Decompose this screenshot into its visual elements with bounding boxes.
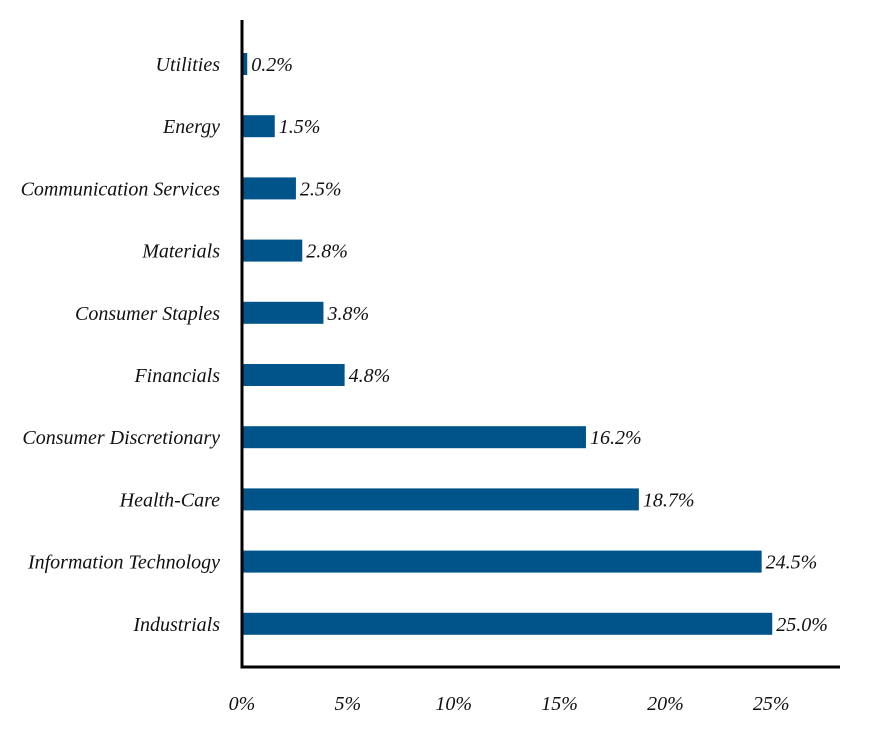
value-label-financials: 4.8% bbox=[349, 365, 391, 387]
category-label-materials: Materials bbox=[141, 241, 220, 263]
x-tick-labels-group: 0% 5% 10% 15% 20% 25% bbox=[229, 693, 790, 715]
bar-energy bbox=[243, 115, 275, 138]
value-label-industrials: 25.0% bbox=[776, 614, 828, 636]
bars-group bbox=[243, 53, 773, 635]
value-label-consumer-staples: 3.8% bbox=[326, 303, 369, 325]
bar-information-technology bbox=[243, 550, 762, 573]
category-label-communication-services: Communication Services bbox=[21, 178, 221, 200]
category-label-information-technology: Information Technology bbox=[27, 552, 220, 574]
x-tick-label: 20% bbox=[647, 693, 684, 715]
category-label-health-care: Health-Care bbox=[119, 489, 220, 511]
value-label-health-care: 18.7% bbox=[643, 489, 695, 511]
category-label-energy: Energy bbox=[162, 116, 220, 138]
value-label-consumer-discretionary: 16.2% bbox=[590, 427, 642, 449]
value-labels-group: 0.2% 1.5% 2.5% 2.8% 3.8% 4.8% 16.2% 18.7% 24.5% 2… bbox=[251, 54, 828, 636]
category-label-consumer-staples: Consumer Staples bbox=[75, 303, 220, 325]
x-tick-label: 0% bbox=[229, 693, 256, 715]
bar-consumer-discretionary bbox=[243, 426, 586, 449]
bar-communication-services bbox=[243, 177, 296, 200]
bar-health-care bbox=[243, 488, 639, 511]
value-label-utilities: 0.2% bbox=[251, 54, 293, 76]
value-label-communication-services: 2.5% bbox=[300, 178, 342, 200]
bar-materials bbox=[243, 239, 303, 262]
category-label-consumer-discretionary: Consumer Discretionary bbox=[22, 427, 220, 449]
category-label-industrials: Industrials bbox=[132, 614, 220, 636]
bar-consumer-staples bbox=[243, 301, 324, 324]
x-tick-label: 15% bbox=[541, 693, 578, 715]
value-label-materials: 2.8% bbox=[306, 241, 348, 263]
bar-industrials bbox=[243, 612, 773, 635]
category-label-financials: Financials bbox=[133, 365, 220, 387]
category-label-utilities: Utilities bbox=[156, 54, 221, 76]
bar-utilities bbox=[243, 53, 248, 75]
value-label-energy: 1.5% bbox=[279, 116, 321, 138]
category-labels-group: Utilities Energy Communication Services Mat… bbox=[21, 54, 221, 636]
value-label-information-technology: 24.5% bbox=[766, 552, 818, 574]
x-tick-label: 25% bbox=[753, 693, 790, 715]
x-tick-label: 10% bbox=[435, 693, 472, 715]
bar-financials bbox=[243, 364, 345, 386]
x-tick-label: 5% bbox=[335, 693, 362, 715]
